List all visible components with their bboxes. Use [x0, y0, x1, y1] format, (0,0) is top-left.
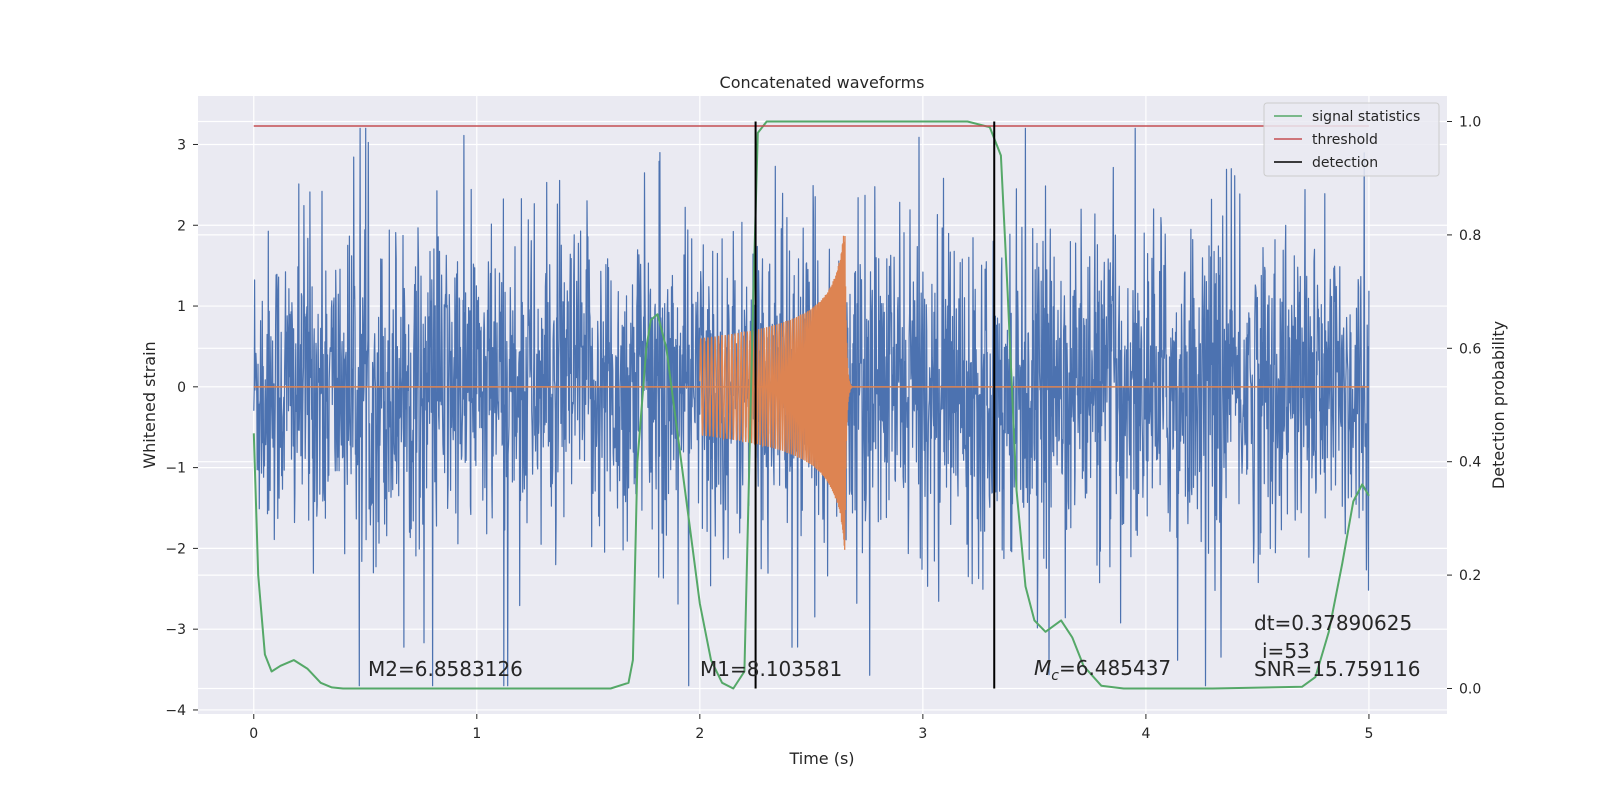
y-tick-label: 3 [177, 137, 186, 153]
x-axis-label: Time (s) [788, 749, 854, 768]
y2-ticks: 1.0 0.8 0.6 0.4 0.2 0.0 [1447, 115, 1481, 697]
signal-statistics-series [252, 120, 1370, 690]
y2-tick-label: 0.4 [1459, 455, 1481, 471]
x-tick-label: 5 [1364, 726, 1373, 742]
y-axis-label: Whitened strain [140, 341, 159, 468]
y2-tick-label: 0.6 [1459, 341, 1481, 357]
y-tick-label: −4 [165, 703, 186, 719]
y2-tick-label: 1.0 [1459, 115, 1481, 131]
annotation-mc: Mc=6.485437 [1034, 656, 1171, 684]
y-tick-label: −1 [165, 461, 186, 477]
x-tick-label: 0 [249, 726, 258, 742]
y-tick-label: 0 [177, 380, 186, 396]
x-tick-label: 1 [472, 726, 481, 742]
mc-subscript: c [1051, 668, 1059, 684]
legend-label-threshold: threshold [1312, 132, 1378, 148]
signal-statistics-line [252, 120, 1370, 690]
y-tick-label: 1 [177, 299, 186, 315]
x-tick-label: 2 [695, 726, 704, 742]
annotation-i: i=53 [1262, 639, 1310, 663]
mc-symbol: M [1034, 656, 1051, 680]
legend: signal statistics threshold detection [1263, 102, 1440, 177]
legend-label-signal-statistics: signal statistics [1312, 109, 1420, 125]
legend-box [1263, 102, 1440, 177]
annotation-m1: M1=8.103581 [700, 657, 842, 681]
annotation-m2: M2=6.8583126 [368, 657, 523, 681]
mc-value: =6.485437 [1059, 656, 1171, 680]
annotation-dt: dt=0.37890625 [1254, 611, 1412, 635]
chirp-trace [699, 235, 853, 550]
detection-series [754, 121, 996, 689]
y-tick-label: 2 [177, 218, 186, 234]
y2-tick-label: 0.8 [1459, 228, 1481, 244]
y-tick-label: −3 [165, 622, 186, 638]
legend-label-detection: detection [1312, 155, 1378, 171]
annotation-snr: SNR=15.759116 [1254, 657, 1420, 681]
y-tick-label: −2 [165, 541, 186, 557]
x-ticks: 0 1 2 3 4 5 [249, 714, 1373, 742]
chirp-series [253, 235, 1369, 550]
x-tick-label: 4 [1141, 726, 1150, 742]
chart-title: Concatenated waveforms [720, 73, 925, 92]
y-ticks: 3 2 1 0 −1 −2 −3 −4 [165, 137, 198, 719]
y2-tick-label: 0.2 [1459, 568, 1481, 584]
x-tick-label: 3 [918, 726, 927, 742]
y2-axis-label: Detection probability [1489, 321, 1508, 489]
y2-tick-label: 0.0 [1459, 681, 1481, 697]
